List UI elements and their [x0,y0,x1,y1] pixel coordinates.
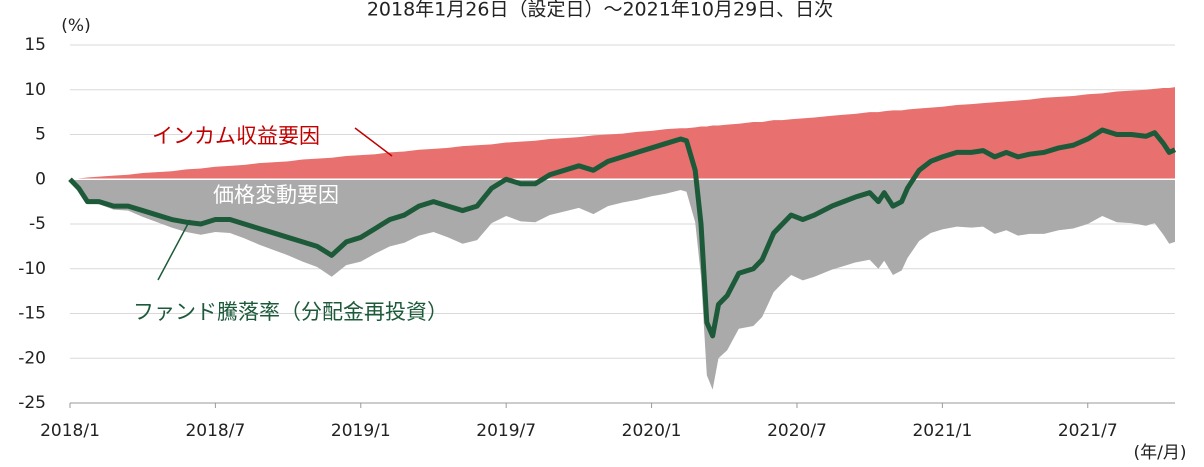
y-tick-label: -10 [18,259,46,279]
y-tick-label: 5 [35,125,46,145]
leader-line [354,127,393,157]
x-axis-label: (年/月) [1134,443,1187,463]
y-tick-label: -5 [29,214,46,234]
chart-title: 2018年1月26日（設定日）～2021年10月29日、日次 [367,0,833,21]
x-tick-label: 2018/1 [40,421,100,441]
x-tick-label: 2019/7 [476,421,536,441]
leader-line [157,219,191,281]
x-tick-label: 2020/7 [767,421,827,441]
annotation: ファンド騰落率（分配金再投資） [133,300,448,324]
x-tick-label: 2018/7 [185,421,245,441]
y-tick-label: 0 [35,169,46,189]
y-axis-label: (%) [61,16,90,36]
x-tick-label: 2020/1 [622,421,682,441]
grid: -25 -20 -15 -10 -5 0 5 10 15 2018/1 2018/7 2019/1 20… [18,35,1175,441]
x-tick-label: 2021/1 [912,421,972,441]
marks [68,87,1177,390]
annotation: 価格変動要因 [213,183,339,207]
x-tick-label: 2021/7 [1058,421,1118,441]
y-tick-label: 15 [24,35,46,55]
y-tick-label: -15 [18,304,46,324]
area [70,179,1175,390]
line [68,127,1177,339]
y-tick-label: -20 [18,348,46,368]
y-tick-label: -25 [18,393,46,413]
y-tick-label: 10 [24,80,46,100]
area [70,87,1175,180]
annotation: インカム収益要因 [152,124,320,148]
x-tick-label: 2019/1 [331,421,391,441]
